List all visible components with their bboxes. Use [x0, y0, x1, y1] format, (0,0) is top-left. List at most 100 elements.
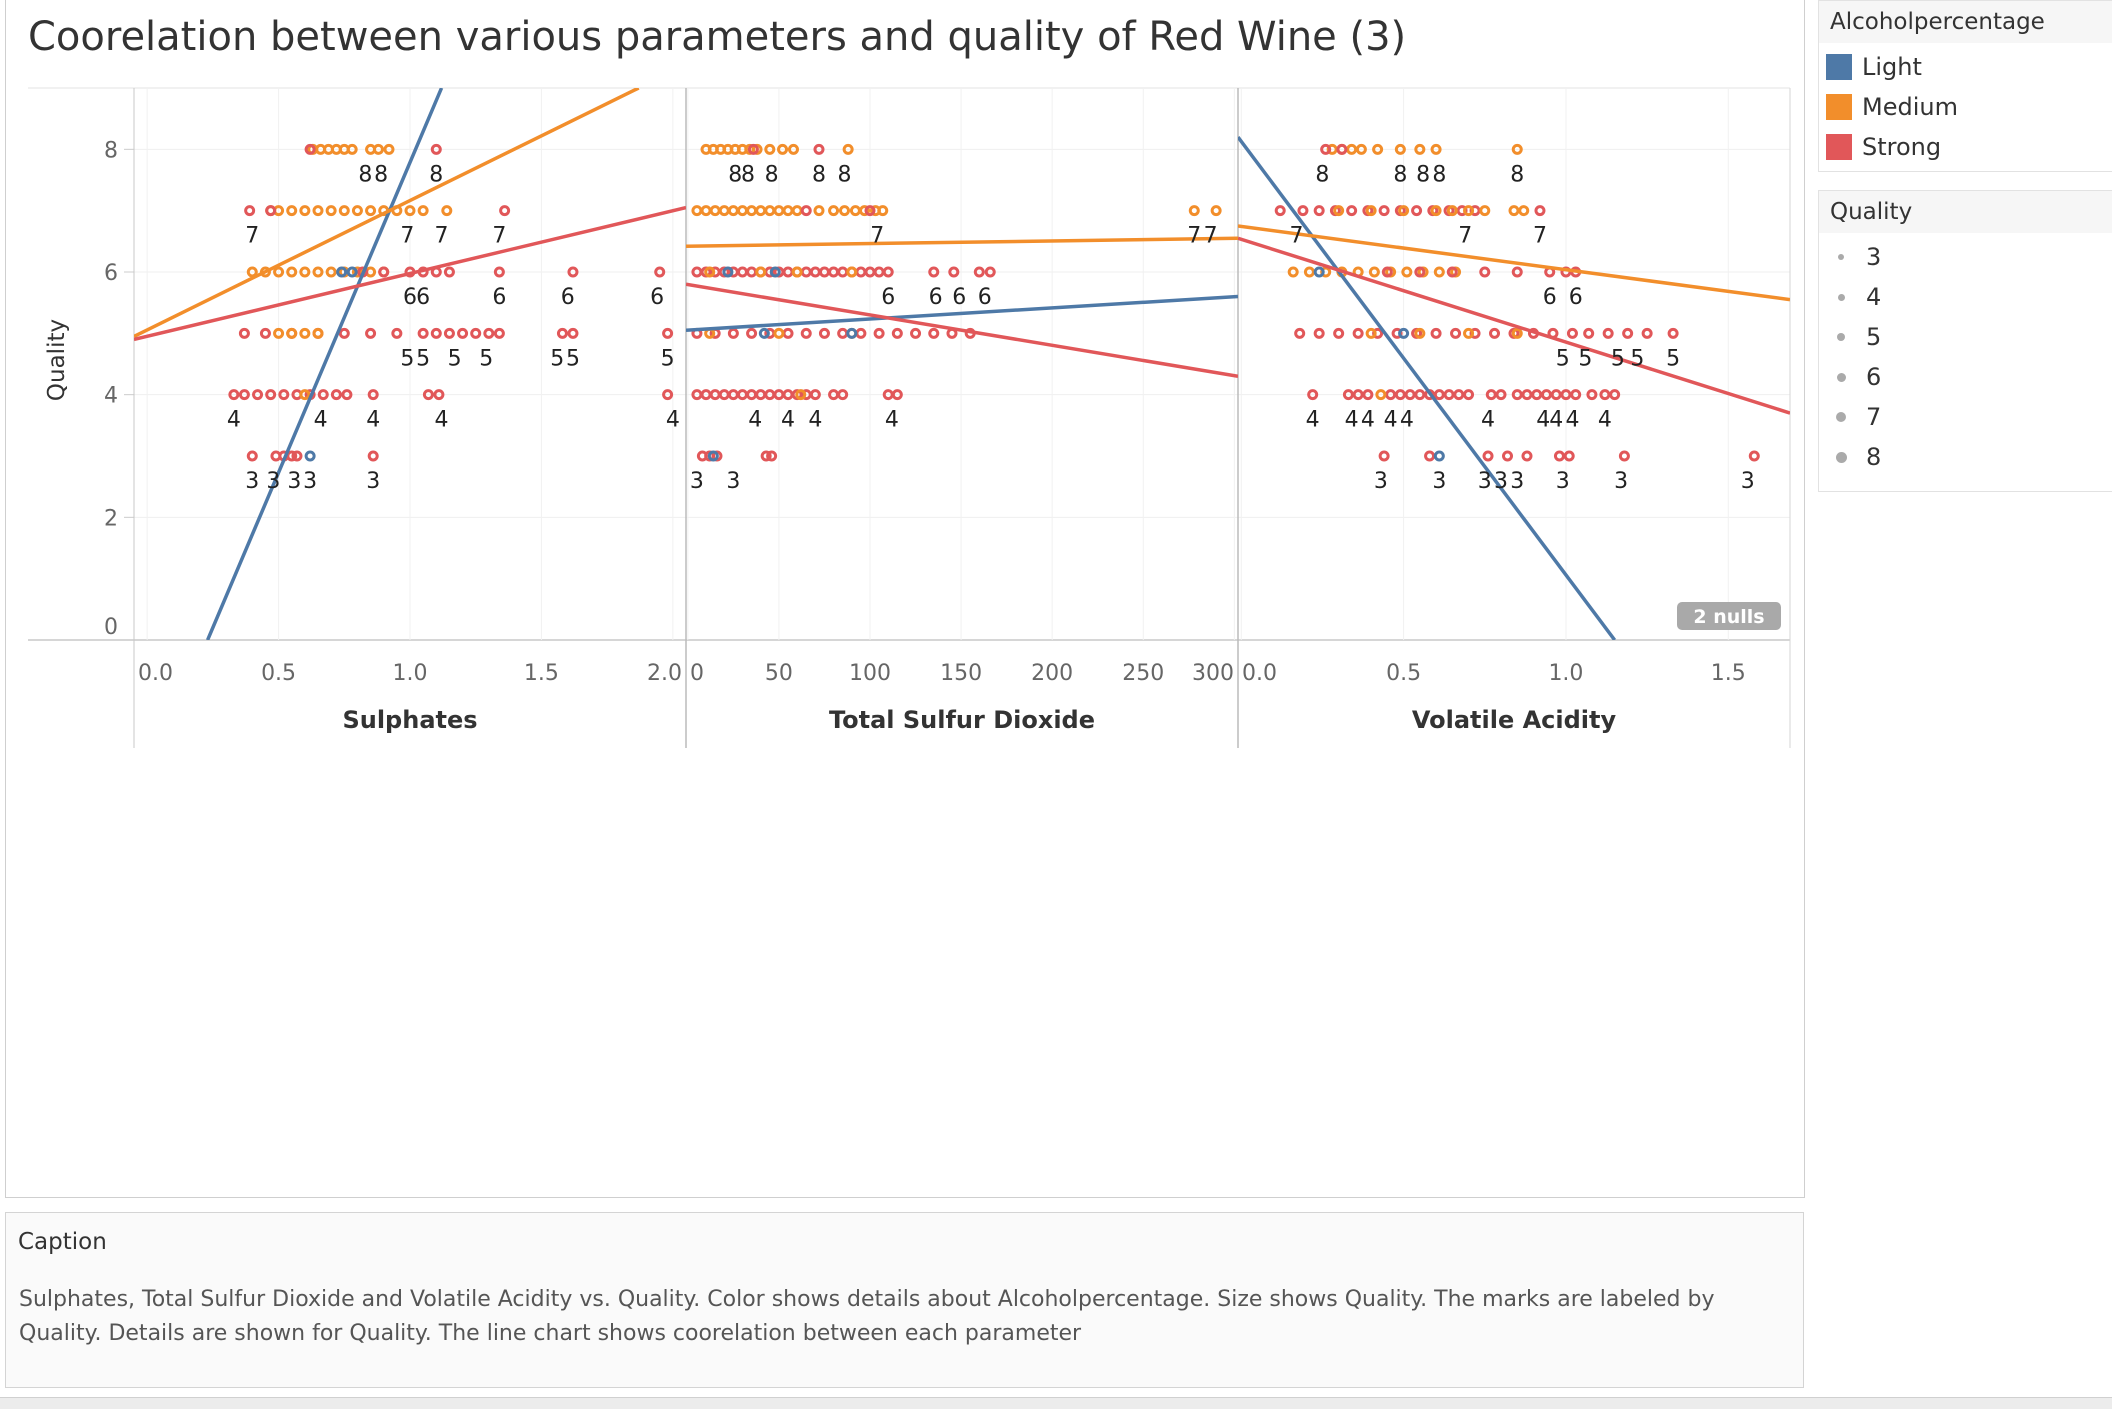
- x-tick-label: 0: [690, 661, 704, 686]
- mark-label: 4: [1306, 408, 1320, 433]
- data-point: [662, 327, 674, 339]
- data-point: [430, 327, 442, 339]
- data-point: [1469, 205, 1481, 217]
- mark-label: 4: [1361, 408, 1375, 433]
- data-point: [365, 205, 377, 217]
- mark-label: 4: [435, 408, 449, 433]
- color-legend[interactable]: Alcoholpercentage Light Medium Strong: [1818, 0, 2112, 172]
- data-point: [499, 205, 511, 217]
- size-legend-item-5[interactable]: 5: [1819, 317, 2112, 357]
- size-legend-item-4[interactable]: 4: [1819, 277, 2112, 317]
- data-point: [341, 389, 353, 401]
- data-point: [252, 389, 264, 401]
- color-legend-item-strong[interactable]: Strong: [1819, 127, 2112, 167]
- data-point: [1375, 389, 1387, 401]
- data-point: [286, 205, 298, 217]
- legend-label: 3: [1866, 243, 1882, 271]
- data-point: [338, 205, 350, 217]
- sheet-title: Coorelation between various parameters a…: [28, 14, 1407, 60]
- mark-label: 5: [1578, 346, 1592, 371]
- data-point: [556, 327, 568, 339]
- data-point: [1378, 205, 1390, 217]
- data-point: [244, 205, 256, 217]
- data-point: [727, 327, 739, 339]
- size-legend-item-3[interactable]: 3: [1819, 237, 2112, 277]
- data-point: [700, 205, 712, 217]
- mark-label: 8: [728, 162, 742, 187]
- mark-label: 8: [1393, 162, 1407, 187]
- data-point: [265, 389, 277, 401]
- data-point: [1411, 205, 1423, 217]
- data-point: [1583, 327, 1595, 339]
- mark-label: 4: [227, 408, 241, 433]
- data-point: [1518, 205, 1530, 217]
- data-point: [747, 143, 759, 155]
- size-legend[interactable]: Quality 3 4 5 6 7 8: [1818, 190, 2112, 492]
- data-point: [1495, 389, 1507, 401]
- data-point: [567, 327, 579, 339]
- data-point: [855, 327, 867, 339]
- legend-swatch: [1826, 54, 1852, 80]
- mark-label: 6: [978, 285, 992, 310]
- sheet-tab-bar[interactable]: [0, 1397, 2112, 1409]
- data-point: [766, 450, 778, 462]
- mark-label: 5: [1666, 346, 1680, 371]
- data-point: [417, 205, 429, 217]
- y-tick-label: 0: [104, 615, 118, 640]
- data-point: [1485, 389, 1497, 401]
- data-point: [1511, 327, 1523, 339]
- mark-label: 4: [314, 408, 328, 433]
- size-legend-item-6[interactable]: 6: [1819, 357, 2112, 397]
- size-dot-icon: [1836, 412, 1846, 422]
- data-point: [1372, 143, 1384, 155]
- data-point: [325, 266, 337, 278]
- data-point: [1540, 389, 1552, 401]
- data-point: [433, 389, 445, 401]
- data-point: [1430, 205, 1442, 217]
- data-point: [782, 327, 794, 339]
- mark-label: 5: [661, 346, 675, 371]
- mark-label: 4: [1549, 408, 1563, 433]
- mark-label: 6: [403, 285, 417, 310]
- size-legend-item-8[interactable]: 8: [1819, 437, 2112, 477]
- data-point: [755, 205, 767, 217]
- mark-label: 3: [726, 469, 740, 494]
- data-point: [1424, 450, 1436, 462]
- mark-label: 3: [287, 469, 301, 494]
- data-point: [891, 327, 903, 339]
- data-point: [441, 205, 453, 217]
- data-point: [1566, 327, 1578, 339]
- color-legend-item-medium[interactable]: Medium: [1819, 87, 2112, 127]
- data-point: [1352, 327, 1364, 339]
- data-point: [228, 389, 240, 401]
- mark-label: 6: [929, 285, 943, 310]
- mark-label: 7: [870, 224, 884, 249]
- data-point: [1433, 450, 1445, 462]
- mark-label: 7: [1187, 224, 1201, 249]
- data-point: [1378, 450, 1390, 462]
- data-point: [1511, 143, 1523, 155]
- mark-label: 6: [881, 285, 895, 310]
- size-legend-item-7[interactable]: 7: [1819, 397, 2112, 437]
- data-point: [336, 266, 348, 278]
- data-point: [1534, 205, 1546, 217]
- data-point: [1346, 143, 1358, 155]
- x-tick-label: 250: [1122, 661, 1164, 686]
- mark-label: 8: [374, 162, 388, 187]
- data-point: [1511, 266, 1523, 278]
- data-point: [1303, 266, 1315, 278]
- data-point: [443, 327, 455, 339]
- caption-panel: Caption Sulphates, Total Sulfur Dioxide …: [5, 1212, 1804, 1388]
- legend-label: Strong: [1862, 133, 1942, 161]
- color-legend-item-light[interactable]: Light: [1819, 47, 2112, 87]
- data-point: [346, 266, 358, 278]
- mark-label: 3: [1432, 469, 1446, 494]
- data-point: [1274, 205, 1286, 217]
- legend-label: 6: [1866, 363, 1882, 391]
- null-badge[interactable]: 2 nulls: [1677, 602, 1781, 630]
- mark-label: 7: [435, 224, 449, 249]
- data-point: [1394, 143, 1406, 155]
